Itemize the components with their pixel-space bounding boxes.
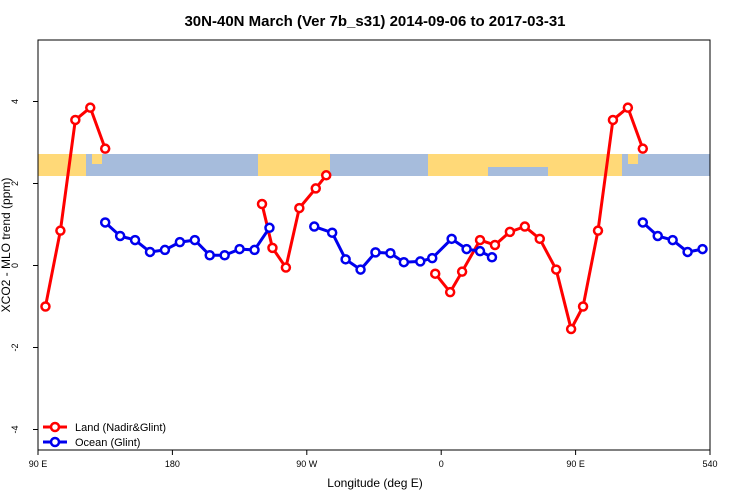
plot-frame [37, 39, 711, 451]
map-band [38, 154, 710, 176]
land-patch [548, 154, 622, 176]
y-axis-label: XCO2 - MLO trend (ppm) [0, 178, 13, 313]
x-axis-label: Longitude (deg E) [327, 476, 422, 490]
point [256, 198, 268, 210]
land-patch [628, 154, 638, 164]
point [219, 250, 230, 261]
series [40, 102, 649, 335]
point [355, 264, 366, 275]
point [637, 217, 649, 228]
point [129, 234, 141, 246]
point [189, 234, 201, 246]
y-tick-label: 2 [10, 181, 20, 186]
point [577, 301, 589, 312]
x-tick-label: 90 E [29, 459, 48, 469]
point [456, 266, 468, 277]
point [385, 247, 396, 259]
land-patch [258, 154, 330, 176]
point [429, 268, 441, 279]
point [370, 247, 381, 258]
point [489, 239, 501, 251]
point [637, 143, 649, 154]
point [280, 262, 292, 273]
point [667, 234, 678, 246]
land-patch [92, 154, 102, 164]
point [70, 114, 81, 126]
x-tick-label: 0 [439, 459, 444, 469]
point [309, 221, 320, 232]
point [174, 236, 186, 248]
point [320, 170, 332, 181]
point [461, 243, 472, 255]
point [415, 256, 426, 267]
series [99, 217, 708, 275]
point [444, 286, 456, 298]
land-patch [38, 154, 86, 176]
point [99, 143, 111, 154]
point [310, 183, 322, 194]
point [534, 233, 546, 245]
point [114, 230, 126, 242]
point [249, 244, 260, 256]
x-tick-label: 540 [702, 459, 717, 469]
series-line [104, 221, 271, 257]
point [398, 256, 410, 268]
point [40, 301, 51, 312]
land-patch [428, 167, 488, 176]
point [267, 242, 278, 254]
land-patch [428, 154, 548, 167]
point [607, 114, 619, 126]
legend-marker [49, 421, 61, 433]
series-line [434, 105, 645, 334]
x-tick-label: 90 E [566, 459, 585, 469]
point [340, 254, 351, 265]
point [55, 225, 66, 236]
point [204, 250, 215, 261]
y-tick-label: -2 [10, 343, 20, 351]
x-tick-label: 180 [165, 459, 180, 469]
series-line [43, 105, 107, 307]
y-tick-label: 0 [10, 263, 20, 268]
chart-title: 30N-40N March (Ver 7b_s31) 2014-09-06 to… [184, 13, 565, 30]
point [99, 217, 111, 228]
point [486, 252, 498, 263]
point [326, 227, 338, 238]
point [294, 202, 305, 214]
point [144, 246, 156, 258]
point [264, 222, 275, 234]
legend-label: Ocean (Glint) [75, 437, 140, 449]
point [85, 102, 96, 113]
point [234, 243, 245, 255]
point [550, 264, 562, 275]
point [682, 246, 693, 258]
y-tick-label: -4 [10, 425, 20, 433]
legend-label: Land (Nadir&Glint) [75, 422, 166, 434]
point [652, 230, 663, 242]
point [697, 243, 708, 255]
point [592, 225, 604, 236]
y-tick-label: 4 [10, 99, 20, 104]
x-tick-label: 90 W [296, 459, 318, 469]
point [474, 245, 486, 257]
point [446, 233, 457, 245]
point [519, 221, 531, 232]
point [565, 323, 577, 335]
point [504, 226, 516, 238]
point [474, 234, 486, 246]
point [622, 102, 634, 113]
point [426, 252, 438, 264]
legend-marker [49, 436, 61, 448]
point [159, 244, 171, 256]
